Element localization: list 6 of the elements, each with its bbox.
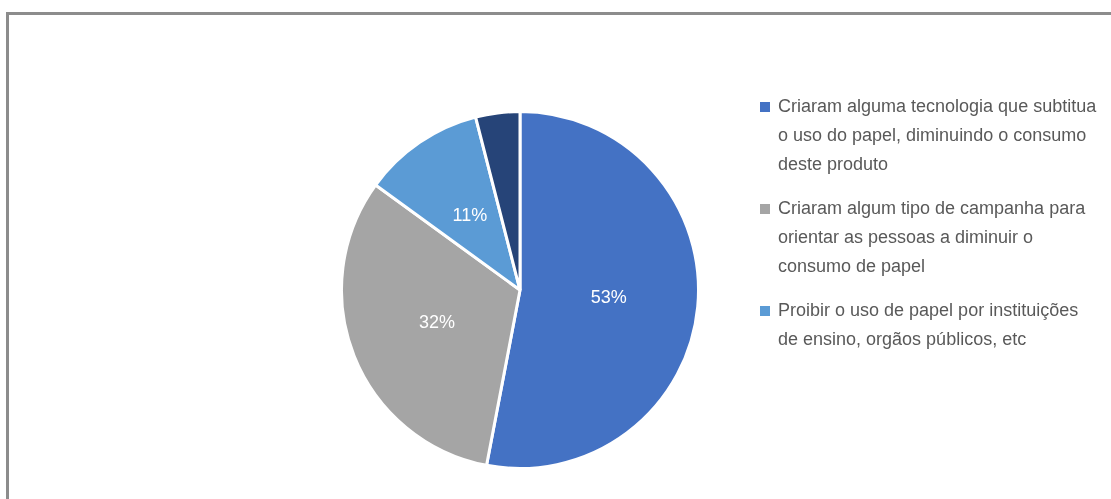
- data-label: 53%: [590, 287, 627, 308]
- data-label: 11%: [452, 205, 488, 226]
- legend-label: Proibir o uso de papel por instituições de ensino, orgãos públicos, etc: [778, 299, 1080, 351]
- legend-label: Criaram alguma tecnologia que subtitua o uso do papel, diminuindo o consumo deste produto: [778, 95, 1098, 176]
- data-label: 32%: [419, 311, 456, 332]
- legend-label: Criaram algum tipo de campanha para orientar as pessoas a diminuir o consumo de papel: [778, 197, 1087, 278]
